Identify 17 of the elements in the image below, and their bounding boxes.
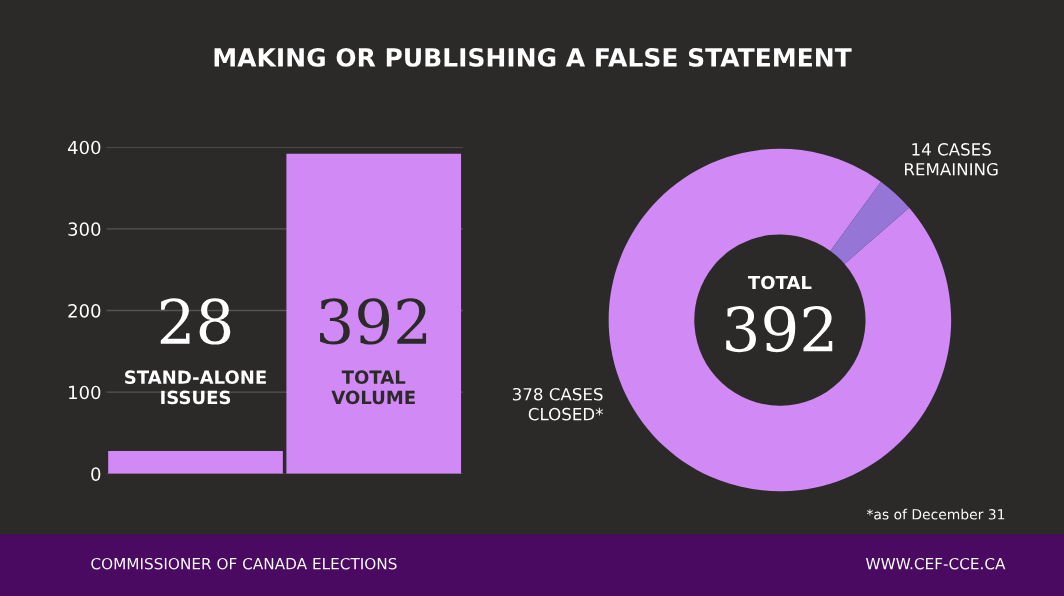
y-tick-label: 200: [68, 303, 101, 318]
text: MAKING OR PUBLISHING A FALSE STATEMENT: [214, 47, 852, 67]
data-label: 28: [160, 298, 231, 345]
text: 392: [726, 305, 833, 353]
y-tick-label: 300: [68, 222, 101, 236]
text: TOTAL: [747, 275, 812, 290]
text: *as of December 31: [866, 508, 1005, 520]
slice-label: 14 CASES REMAINING: [905, 143, 998, 176]
y-tick-label: 400: [67, 140, 101, 155]
text: COMMISSIONER OF CANADA ELECTIONS: [91, 557, 397, 570]
slice-label: 378 CASES CLOSED*: [512, 387, 604, 421]
y-tick-label: 100: [69, 385, 101, 400]
data-label: 392: [320, 298, 427, 345]
text: WWW.CEF-CCE.CA: [865, 557, 1006, 570]
x-tick-label: STAND-ALONE ISSUES: [125, 370, 266, 405]
y-tick-label: 0: [91, 467, 101, 481]
x-tick-label: TOTAL VOLUME: [331, 370, 415, 405]
